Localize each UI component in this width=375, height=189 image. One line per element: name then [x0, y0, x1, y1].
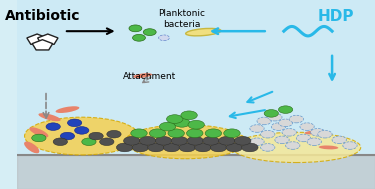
Circle shape — [143, 29, 156, 36]
Circle shape — [75, 127, 89, 134]
Circle shape — [210, 143, 227, 152]
Circle shape — [164, 143, 180, 152]
Circle shape — [107, 130, 121, 138]
Ellipse shape — [186, 28, 221, 36]
Circle shape — [289, 115, 303, 123]
Circle shape — [332, 136, 346, 144]
Text: HDP: HDP — [317, 9, 354, 24]
Circle shape — [188, 120, 204, 129]
Circle shape — [149, 129, 166, 138]
Ellipse shape — [29, 127, 48, 137]
Circle shape — [155, 136, 172, 145]
Circle shape — [310, 129, 325, 136]
Circle shape — [82, 138, 96, 146]
Circle shape — [60, 132, 75, 140]
Circle shape — [171, 136, 188, 145]
Circle shape — [275, 136, 289, 144]
Circle shape — [168, 129, 184, 138]
Circle shape — [186, 129, 203, 138]
Circle shape — [250, 125, 264, 132]
Ellipse shape — [56, 106, 80, 113]
Circle shape — [53, 138, 68, 146]
Ellipse shape — [24, 117, 139, 155]
Circle shape — [261, 130, 275, 138]
Circle shape — [140, 136, 156, 145]
Circle shape — [159, 122, 176, 131]
Circle shape — [286, 142, 300, 149]
Circle shape — [181, 111, 197, 120]
Circle shape — [89, 132, 103, 140]
Circle shape — [148, 143, 164, 152]
Ellipse shape — [232, 132, 361, 163]
Circle shape — [132, 34, 146, 41]
Circle shape — [100, 138, 114, 146]
Circle shape — [187, 136, 203, 145]
Circle shape — [179, 143, 195, 152]
Circle shape — [159, 35, 170, 41]
Circle shape — [318, 130, 332, 138]
Bar — [17, 155, 375, 189]
Circle shape — [166, 115, 183, 123]
Circle shape — [224, 129, 240, 138]
Circle shape — [261, 144, 275, 151]
Circle shape — [203, 136, 219, 145]
Circle shape — [132, 143, 148, 152]
Circle shape — [268, 113, 282, 121]
Circle shape — [205, 129, 222, 138]
Text: Planktonic
bacteria: Planktonic bacteria — [158, 9, 206, 29]
Circle shape — [343, 142, 357, 149]
Circle shape — [279, 119, 293, 127]
Circle shape — [257, 117, 271, 125]
Circle shape — [250, 138, 264, 146]
Text: Antibiotic: Antibiotic — [5, 9, 80, 23]
Circle shape — [68, 119, 82, 127]
Circle shape — [129, 25, 142, 32]
Circle shape — [32, 134, 46, 142]
Circle shape — [219, 136, 235, 145]
Circle shape — [307, 138, 321, 146]
Ellipse shape — [304, 130, 324, 134]
Circle shape — [131, 129, 147, 138]
Circle shape — [279, 106, 293, 113]
Circle shape — [226, 143, 242, 152]
Circle shape — [264, 110, 279, 117]
Text: Attachment: Attachment — [123, 72, 176, 81]
Circle shape — [195, 143, 211, 152]
Circle shape — [271, 123, 286, 130]
Ellipse shape — [39, 113, 61, 121]
Circle shape — [282, 129, 296, 136]
Circle shape — [296, 134, 310, 142]
Circle shape — [46, 123, 60, 130]
Circle shape — [242, 143, 258, 152]
Circle shape — [117, 143, 133, 152]
Ellipse shape — [133, 73, 152, 78]
Ellipse shape — [124, 125, 246, 159]
Ellipse shape — [319, 146, 338, 149]
Circle shape — [300, 123, 314, 130]
Circle shape — [234, 136, 251, 145]
Circle shape — [174, 119, 190, 127]
Ellipse shape — [24, 142, 39, 153]
Circle shape — [124, 136, 140, 145]
